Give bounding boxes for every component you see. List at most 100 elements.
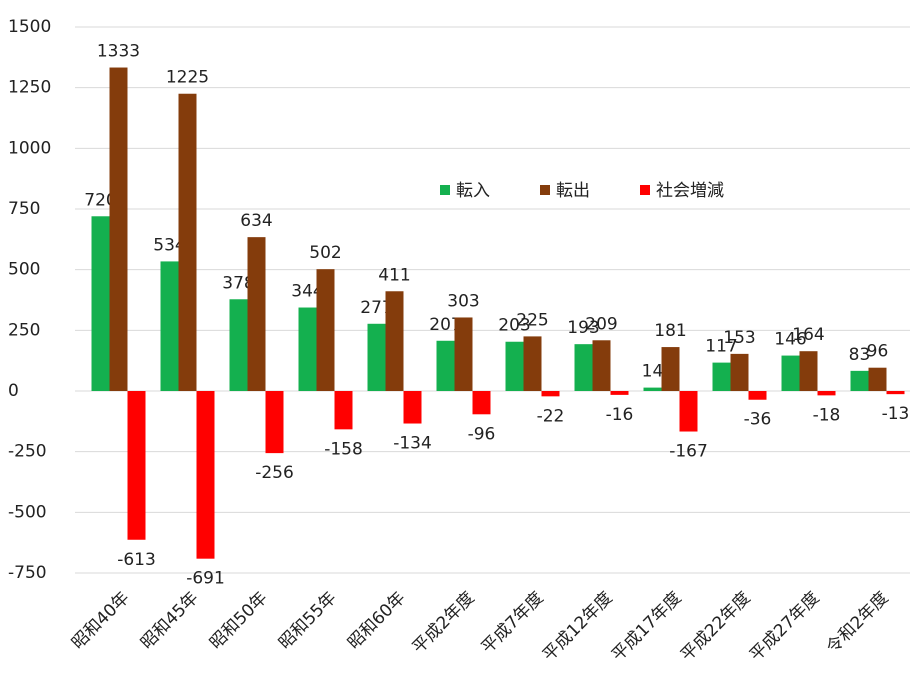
y-tick-label: -500 [8, 502, 47, 522]
y-tick-label: 1250 [8, 78, 51, 98]
y-tick-label: -750 [8, 563, 47, 583]
bar [541, 391, 560, 397]
data-label: 303 [447, 291, 479, 311]
x-tick-label: 昭和50年 [206, 588, 272, 654]
x-tick-label: 平成27年度 [746, 588, 824, 666]
bar [403, 391, 422, 424]
bar [886, 391, 905, 395]
legend-label: 転出 [556, 181, 590, 201]
bar [472, 391, 491, 415]
bar [817, 391, 836, 396]
bar [643, 387, 662, 391]
x-tick-label: 令和2年度 [823, 588, 893, 658]
data-label: 225 [516, 310, 548, 330]
y-tick-label: 0 [8, 381, 19, 401]
data-label: -158 [324, 439, 363, 459]
bar [868, 367, 887, 391]
data-label: 96 [867, 342, 889, 362]
data-label: -13 [882, 404, 910, 424]
data-label: -256 [255, 463, 294, 483]
data-label: 146 [774, 330, 806, 350]
bar [799, 351, 818, 391]
bar [367, 323, 386, 391]
bar [385, 291, 404, 391]
x-tick-label: 平成22年度 [677, 588, 755, 666]
x-tick-label: 平成12年度 [539, 588, 617, 666]
bar [265, 391, 284, 454]
bar [178, 93, 197, 391]
data-label: -134 [393, 434, 432, 454]
data-label: 181 [654, 321, 686, 341]
bar [334, 391, 353, 430]
x-tick-label: 昭和60年 [344, 588, 410, 654]
data-label: 117 [705, 337, 737, 357]
bar [127, 391, 146, 540]
bar [781, 355, 800, 391]
data-label: 411 [378, 265, 410, 285]
bar [850, 370, 869, 391]
data-label: 83 [849, 345, 871, 365]
x-tick-label: 平成17年度 [608, 588, 686, 666]
bar [229, 299, 248, 391]
bar [196, 391, 215, 559]
data-label: -167 [669, 442, 708, 462]
bar [91, 216, 110, 391]
data-label: 14 [642, 362, 664, 382]
data-label: -613 [117, 550, 156, 570]
bar [748, 391, 767, 400]
x-tick-label: 昭和40年 [68, 588, 134, 654]
bar [298, 307, 317, 391]
bar [523, 336, 542, 391]
data-label: 209 [585, 314, 617, 334]
data-label: 534 [153, 235, 185, 255]
bar [505, 341, 524, 391]
data-label: -96 [468, 424, 496, 444]
bar [712, 362, 731, 391]
y-tick-label: 1000 [8, 138, 51, 158]
y-tick-label: 500 [8, 260, 40, 280]
x-tick-label: 平成7年度 [478, 588, 548, 658]
data-label: 344 [291, 282, 323, 302]
bar [661, 347, 680, 391]
x-tick-label: 昭和55年 [275, 588, 341, 654]
data-label: -691 [186, 569, 225, 589]
bar [109, 67, 128, 391]
bar [574, 344, 593, 391]
legend-label: 社会増減 [656, 181, 724, 201]
data-label: 634 [240, 211, 272, 231]
data-label: 1333 [97, 42, 140, 62]
data-label: 153 [723, 328, 755, 348]
legend-swatch [540, 185, 550, 195]
data-label: 720 [84, 190, 116, 210]
data-label: 378 [222, 273, 254, 293]
data-label: -16 [606, 405, 634, 425]
data-label: 277 [360, 298, 392, 318]
data-label: 502 [309, 243, 341, 263]
data-label: 193 [567, 318, 599, 338]
bar [316, 269, 335, 391]
bar [610, 391, 629, 395]
x-tick-label: 平成2年度 [409, 588, 479, 658]
bar [454, 317, 473, 391]
legend-label: 転入 [456, 181, 490, 201]
x-tick-label: 昭和45年 [137, 588, 203, 654]
y-tick-label: 1500 [8, 17, 51, 37]
bar [160, 261, 179, 391]
legend-swatch [640, 185, 650, 195]
data-label: 207 [429, 315, 461, 335]
data-label: 1225 [166, 68, 209, 88]
y-tick-label: 250 [8, 320, 40, 340]
y-tick-label: 750 [8, 199, 40, 219]
legend-swatch [440, 185, 450, 195]
bar [679, 391, 698, 432]
bar [730, 353, 749, 391]
data-label: 164 [792, 325, 824, 345]
bar [592, 340, 611, 391]
bar [436, 340, 455, 391]
data-label: -36 [744, 410, 772, 430]
data-label: 203 [498, 316, 530, 336]
y-tick-label: -250 [8, 442, 47, 462]
data-label: -22 [537, 406, 565, 426]
data-label: -18 [813, 405, 841, 425]
